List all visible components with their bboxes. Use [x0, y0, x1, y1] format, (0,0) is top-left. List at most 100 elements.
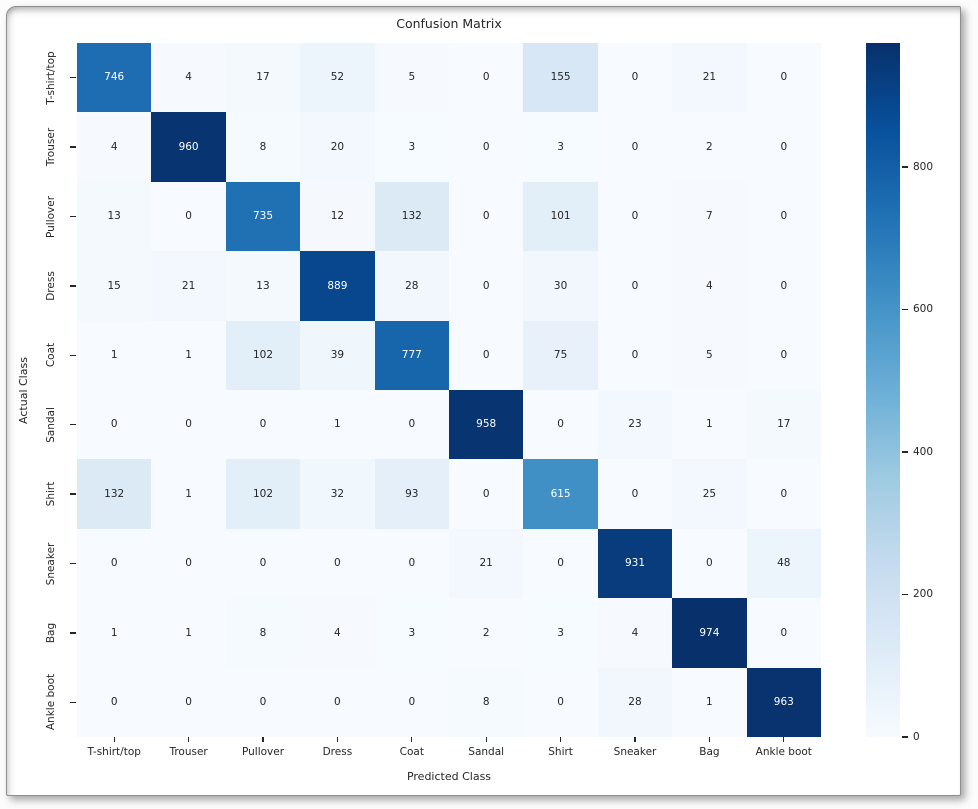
- colorbar-tick-mark: [902, 736, 908, 738]
- heatmap-cell: 5: [672, 320, 747, 390]
- heatmap-cell: 615: [523, 459, 598, 529]
- heatmap-cell: 0: [77, 390, 152, 460]
- heatmap-cell: 0: [746, 320, 821, 390]
- heatmap-cell: 93: [374, 459, 449, 529]
- y-tick-label: Bag: [45, 622, 57, 644]
- x-tick-mark: [708, 737, 711, 742]
- heatmap-cell: 0: [449, 112, 524, 182]
- heatmap-cell: 0: [77, 667, 152, 737]
- y-tick-mark: [70, 632, 76, 634]
- heatmap-cell: 132: [77, 459, 152, 529]
- heatmap-cell: 21: [151, 251, 226, 321]
- colorbar: 0 200 400 600 800: [866, 43, 933, 743]
- heatmap-cell: 931: [597, 528, 673, 599]
- figure-window: Confusion Matrix Actual Class T-shirt/to…: [6, 6, 961, 796]
- heatmap-cell: 746: [77, 43, 152, 113]
- heatmap-cell: 3: [374, 598, 449, 668]
- x-tick-label: Ankle boot: [755, 746, 812, 758]
- heatmap-cell: 3: [523, 112, 598, 182]
- heatmap-cell: 21: [672, 43, 747, 113]
- y-tick-mark: [70, 146, 76, 148]
- y-tick-label: Sandal: [45, 406, 57, 443]
- heatmap-cell: 3: [523, 598, 598, 668]
- heatmap-cell: 0: [746, 181, 821, 252]
- heatmap-cell: 0: [449, 320, 524, 390]
- heatmap-cell: 20: [300, 112, 375, 182]
- heatmap-cell: 101: [523, 181, 598, 252]
- heatmap-cell: 974: [672, 598, 747, 668]
- y-tick-mark: [70, 215, 76, 218]
- heatmap-cell: 52: [300, 43, 375, 113]
- x-tick-mark: [783, 737, 785, 742]
- heatmap-cell: 3: [374, 112, 449, 182]
- x-tick-mark: [262, 737, 264, 742]
- heatmap-cell: 132: [374, 181, 449, 252]
- heatmap-cell: 0: [523, 667, 598, 737]
- heatmap-cell: 0: [374, 390, 449, 460]
- x-tick-label: Trouser: [169, 746, 208, 758]
- heatmap-cell: 1: [151, 459, 226, 529]
- heatmap-cell: 39: [300, 320, 375, 390]
- colorbar-tick-label: 0: [913, 731, 920, 743]
- heatmap-cell: 8: [225, 598, 301, 668]
- colorbar-tick-label: 400: [913, 445, 934, 458]
- heatmap-cell: 75: [523, 320, 598, 390]
- y-tick-label: Pullover: [45, 195, 57, 238]
- heatmap-cell: 21: [449, 528, 524, 599]
- heatmap-cell: 0: [746, 112, 821, 182]
- x-tick-mark: [634, 737, 636, 742]
- heatmap-cell: 777: [374, 320, 449, 390]
- heatmap-cell: 0: [597, 43, 673, 113]
- chart-title: Confusion Matrix: [396, 16, 502, 31]
- heatmap-cell: 13: [225, 251, 301, 321]
- y-tick-mark: [70, 424, 76, 426]
- heatmap-cell: 0: [449, 43, 524, 113]
- heatmap-cell: 155: [523, 43, 598, 113]
- heatmap-cell: 25: [672, 459, 747, 529]
- heatmap-cell: 0: [672, 528, 747, 599]
- heatmap-grid: 746 4 17 52 5 0 155 0 21 0 4 960 8 20 3 0 3 0 2 0 13 0 735 12 13…: [77, 43, 821, 737]
- heatmap-cell: 1: [77, 320, 152, 390]
- heatmap-cell: 0: [151, 181, 226, 252]
- heatmap-cell: 0: [374, 667, 449, 737]
- heatmap-cell: 958: [449, 390, 524, 460]
- colorbar-tick-mark: [902, 593, 908, 596]
- colorbar-tick-mark: [902, 451, 908, 453]
- heatmap-cell: 0: [523, 390, 598, 460]
- heatmap-cell: 0: [151, 390, 226, 460]
- heatmap-cell: 4: [597, 598, 673, 668]
- heatmap-cell: 0: [374, 528, 449, 599]
- y-tick-mark: [70, 493, 76, 495]
- y-tick-mark: [70, 285, 76, 287]
- y-tick-label: T-shirt/top: [45, 50, 57, 105]
- heatmap-cell: 0: [597, 181, 673, 252]
- x-axis-label: Predicted Class: [406, 770, 492, 783]
- heatmap-cell: 5: [374, 43, 449, 113]
- colorbar-tick-mark: [902, 166, 908, 168]
- heatmap-cell: 0: [746, 251, 821, 321]
- heatmap-cell: 32: [300, 459, 375, 529]
- heatmap-cell: 735: [225, 181, 301, 252]
- y-tick-label: Shirt: [45, 481, 57, 507]
- heatmap-cell: 2: [672, 112, 747, 182]
- y-tick-label: Ankle boot: [45, 674, 57, 731]
- x-tick-label: Sneaker: [613, 746, 657, 758]
- heatmap-cell: 4: [300, 598, 375, 668]
- heatmap-cell: 23: [597, 390, 673, 460]
- heatmap-cell: 4: [77, 112, 152, 182]
- heatmap-cell: 8: [225, 112, 301, 182]
- heatmap-cell: 13: [77, 181, 152, 252]
- heatmap-cell: 0: [597, 112, 673, 182]
- heatmap-cell: 0: [77, 528, 152, 599]
- x-tick-label: Bag: [699, 746, 720, 758]
- y-tick-label: Trouser: [45, 127, 57, 167]
- x-tick-mark: [485, 737, 487, 742]
- heatmap-cell: 0: [597, 251, 673, 321]
- heatmap-cell: 2: [449, 598, 524, 668]
- y-tick-label: Dress: [45, 271, 57, 301]
- x-tick-label: Shirt: [548, 746, 573, 758]
- heatmap-cell: 0: [449, 181, 524, 252]
- y-tick-mark: [70, 562, 76, 565]
- heatmap-cell: 28: [374, 251, 449, 321]
- heatmap-cell: 15: [77, 251, 152, 321]
